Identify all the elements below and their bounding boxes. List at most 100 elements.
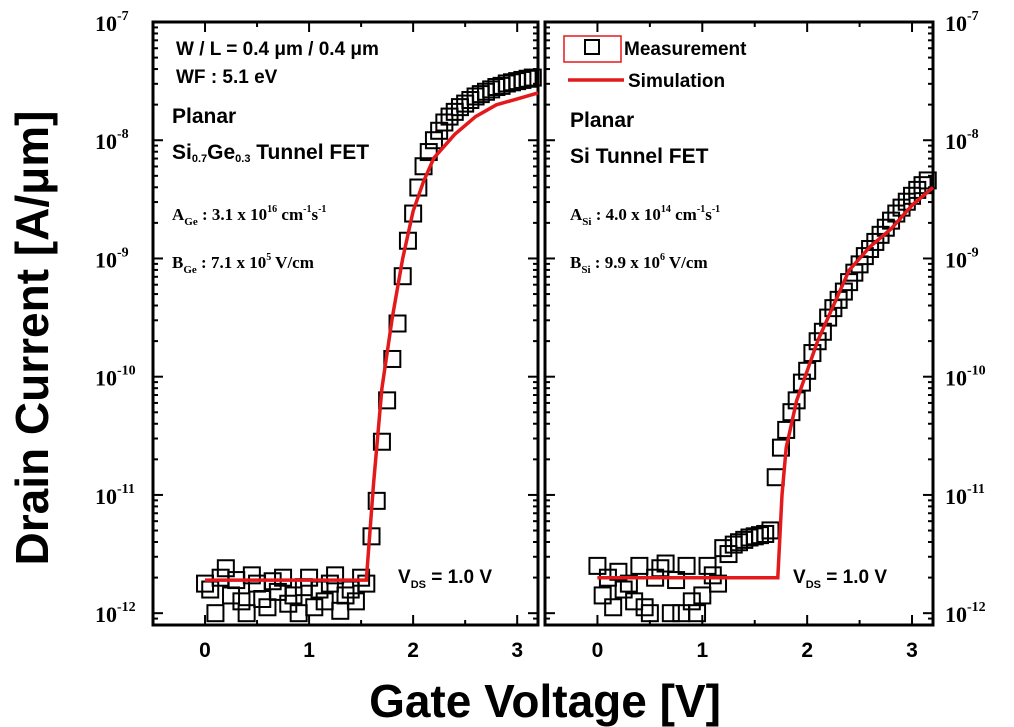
y-tick-label: 10-7	[945, 9, 979, 36]
workfunction-label: WF : 5.1 eV	[176, 67, 278, 88]
measurement-point	[232, 592, 251, 611]
device-type-label: Planar	[570, 109, 634, 132]
dimension-label: W / L = 0.4 μm / 0.4 μm	[176, 39, 379, 60]
x-tick-label: 1	[696, 639, 708, 662]
measurement-point	[771, 438, 790, 457]
measurement-point	[222, 586, 241, 605]
measurement-point	[593, 586, 612, 605]
measurement-point	[630, 556, 649, 575]
device-name-label: Si Tunnel FET	[570, 145, 709, 168]
measurement-point	[819, 308, 838, 327]
measurement-point	[750, 526, 769, 545]
device-name-label: Si0.7Ge0.3 Tunnel FET	[172, 141, 369, 165]
measurement-point	[315, 592, 334, 611]
measurement-point	[614, 580, 633, 599]
x-axis-label: Gate Voltage [V]	[369, 675, 721, 727]
y-tick-labels-left: 10-7 10-8 10-9 10-10 10-11 10-12	[95, 9, 136, 627]
measurement-point	[274, 568, 293, 587]
measurement-point	[305, 598, 324, 617]
measurement-point	[424, 131, 443, 150]
legend-simulation-label: Simulation	[628, 71, 725, 92]
measurement-point	[300, 568, 319, 587]
y-tick-label: 10-12	[945, 600, 986, 627]
measurement-point	[588, 556, 607, 575]
legend-measurement-marker	[584, 39, 600, 55]
measurement-point	[609, 562, 628, 581]
measurement-point	[798, 361, 817, 380]
y-tick-label: 10-8	[945, 127, 979, 154]
measurement-point	[661, 604, 680, 623]
legend-measurement-label: Measurement	[624, 39, 747, 60]
y-tick-labels-right: 10-7 10-8 10-9 10-10 10-11 10-12	[945, 9, 986, 627]
measurement-point	[709, 574, 728, 593]
measurement-point	[918, 171, 937, 190]
y-tick-label: 10-10	[95, 364, 136, 391]
measurement-point	[619, 574, 638, 593]
measurement-point	[688, 604, 707, 623]
x-tick-label: 3	[511, 639, 523, 662]
measurement-point	[383, 349, 402, 368]
panel-frame	[151, 20, 540, 627]
y-tick-label: 10-9	[95, 245, 129, 272]
measurement-point	[625, 592, 644, 611]
simulation-line	[205, 91, 539, 582]
measurement-point	[693, 586, 712, 605]
measurement-point	[513, 70, 532, 89]
panel-frame	[543, 20, 935, 627]
measurement-point	[761, 521, 780, 540]
measurement-point	[206, 604, 225, 623]
measurement-point	[196, 574, 215, 593]
x-tick-label: 1	[303, 639, 315, 662]
y-tick-label: 10-9	[945, 245, 979, 272]
parameter-a-label: ASi : 4.0 x 1014 cm-1s-1	[570, 204, 720, 228]
measurement-point	[766, 468, 785, 487]
measurement-point	[523, 68, 542, 87]
x-tick-label: 2	[801, 639, 813, 662]
y-tick-label: 10-11	[945, 482, 985, 509]
measurement-point	[310, 580, 329, 599]
device-type-label: Planar	[172, 105, 236, 128]
vds-label: VDS = 1.0 V	[398, 567, 492, 591]
vds-label: VDS = 1.0 V	[793, 567, 887, 591]
y-tick-label: 10-8	[95, 127, 129, 154]
measurement-point	[237, 604, 256, 623]
measurement-point	[604, 598, 623, 617]
measurement-point	[341, 580, 360, 599]
measurement-point	[651, 559, 670, 578]
simulation-line	[597, 186, 935, 580]
measurement-point	[404, 204, 423, 223]
measurement-point	[201, 580, 220, 599]
y-tick-label: 10-11	[95, 482, 135, 509]
measurement-point	[518, 69, 537, 88]
measurement-point	[367, 491, 386, 510]
measurement-point	[258, 598, 277, 617]
measurement-point	[372, 432, 391, 451]
measurement-point	[656, 554, 675, 573]
measurement-point	[331, 601, 350, 620]
measurement-point	[640, 604, 659, 623]
y-tick-label: 10-10	[945, 364, 986, 391]
measurement-point	[289, 604, 308, 623]
measurement-point	[352, 568, 371, 587]
x-tick-label: 2	[407, 639, 419, 662]
x-tick-labels: 0 1 2 3	[199, 639, 523, 662]
measurement-point	[635, 598, 654, 617]
measurement-point	[714, 539, 733, 558]
legend-box	[563, 35, 622, 63]
x-tick-label: 3	[906, 639, 918, 662]
x-tick-label: 0	[199, 639, 211, 662]
measurement-point	[913, 176, 932, 195]
axis-ticks	[152, 21, 538, 626]
measurement-point	[336, 586, 355, 605]
panel-sige: 0 1 2 3 W / L = 0.4 μm / 0.4 μm WF : 5.1 eV…	[151, 20, 542, 662]
x-tick-label: 0	[592, 639, 604, 662]
parameter-b-label: BGe : 7.1 x 105 V/cm	[172, 252, 314, 276]
parameter-b-label: BSi : 9.9 x 106 V/cm	[570, 252, 708, 276]
measurement-markers	[196, 68, 542, 623]
measurement-point	[813, 322, 832, 341]
axis-ticks	[544, 21, 933, 626]
measurement-point	[388, 314, 407, 333]
measurement-point	[435, 113, 454, 132]
x-tick-labels: 0 1 2 3	[592, 639, 918, 662]
